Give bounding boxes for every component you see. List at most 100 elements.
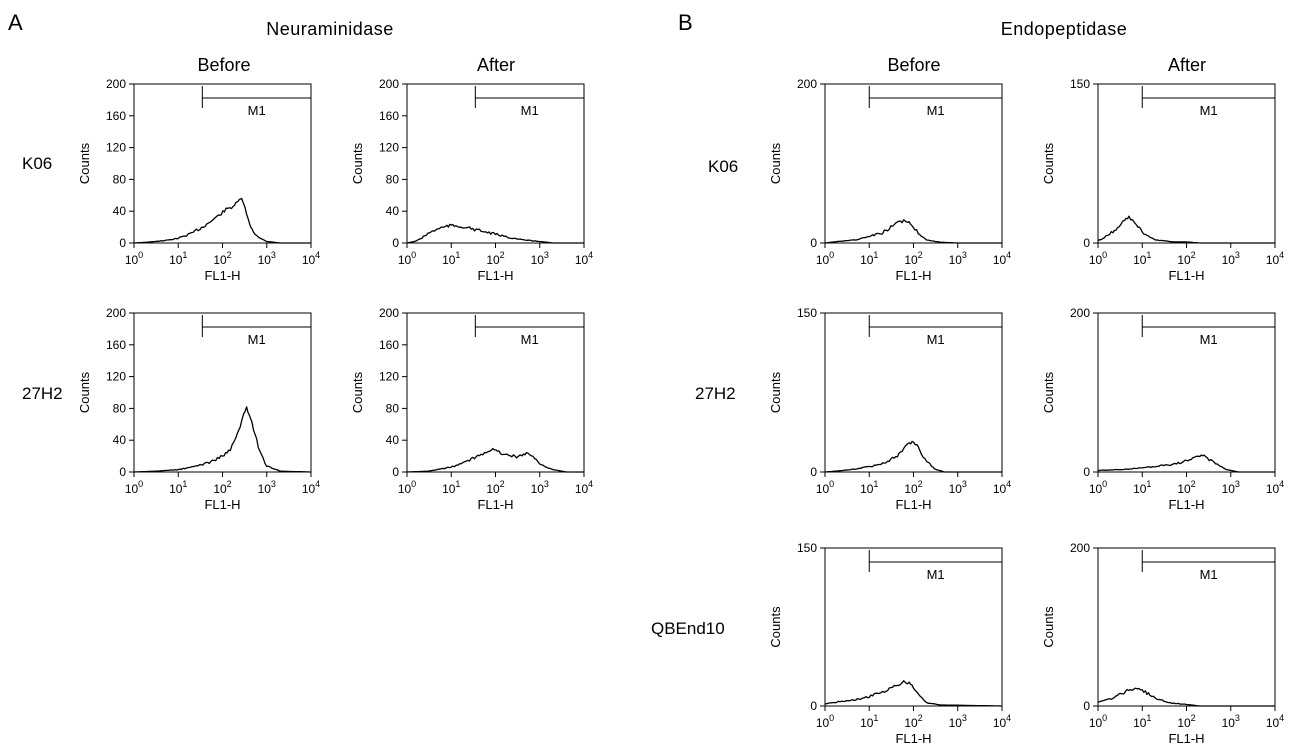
y-axis-label: Counts xyxy=(768,606,783,648)
y-tick-label: 200 xyxy=(1070,306,1090,320)
histogram-line xyxy=(1097,687,1275,707)
y-tick-label: 120 xyxy=(106,141,126,155)
plot-frame xyxy=(406,83,585,244)
y-tick-label: 40 xyxy=(113,204,127,218)
y-tick-label: 0 xyxy=(810,699,817,713)
panel-b-letter: B xyxy=(678,10,693,35)
x-tick-label: 102 xyxy=(486,250,504,267)
panel-b-row-qbend10: QBEnd10 xyxy=(651,619,725,638)
histogram-grid: 0 40 80 120 160 200 100 101 102 103 104 FL1-H Counts… xyxy=(77,77,1284,746)
y-tick-label: 200 xyxy=(379,306,399,320)
x-axis-label: FL1-H xyxy=(477,497,513,512)
y-tick-label: 150 xyxy=(797,541,817,555)
plot-frame xyxy=(133,312,312,473)
y-tick-label: 150 xyxy=(1070,77,1090,91)
plot-frame xyxy=(824,312,1003,473)
x-tick-label: 102 xyxy=(904,250,922,267)
plot-frame xyxy=(1097,547,1276,707)
panel-b-row-27h2: 27H2 xyxy=(695,384,736,403)
gate-label: M1 xyxy=(521,332,539,347)
x-axis-label: FL1-H xyxy=(895,497,931,512)
x-tick-label: 103 xyxy=(1222,713,1240,730)
chart-a-27h2-after: 0 40 80 120 160 200 100 101 102 103 104 FL1-H Counts… xyxy=(350,306,593,512)
x-axis-label: FL1-H xyxy=(477,268,513,283)
gate-label: M1 xyxy=(1200,103,1218,118)
panel-a-col-before: Before xyxy=(197,55,250,75)
panel-a-col-after: After xyxy=(477,55,515,75)
gate-label: M1 xyxy=(248,332,266,347)
histogram-line xyxy=(406,223,584,244)
panel-b-col-before: Before xyxy=(887,55,940,75)
x-tick-label: 101 xyxy=(860,250,878,267)
x-axis-label: FL1-H xyxy=(895,268,931,283)
x-tick-label: 103 xyxy=(531,479,549,496)
x-tick-label: 104 xyxy=(302,250,320,267)
panel-a-letter: A xyxy=(8,10,23,35)
plot-frame xyxy=(824,547,1003,707)
chart-a-27h2-before: 0 40 80 120 160 200 100 101 102 103 104 FL1-H Counts… xyxy=(77,306,320,512)
x-tick-label: 102 xyxy=(213,479,231,496)
x-tick-label: 102 xyxy=(1177,479,1195,496)
y-axis-label: Counts xyxy=(1041,606,1056,648)
y-axis-label: Counts xyxy=(350,142,365,184)
x-tick-label: 102 xyxy=(1177,250,1195,267)
x-tick-label: 100 xyxy=(398,250,416,267)
x-tick-label: 101 xyxy=(442,250,460,267)
x-axis-label: FL1-H xyxy=(204,497,240,512)
y-tick-label: 80 xyxy=(113,172,127,186)
plot-frame xyxy=(824,83,1003,244)
x-axis-label: FL1-H xyxy=(1168,497,1204,512)
panel-b-row-k06: K06 xyxy=(708,157,738,176)
x-tick-label: 100 xyxy=(1089,479,1107,496)
gate-marker xyxy=(1141,550,1275,572)
x-tick-label: 104 xyxy=(575,479,593,496)
x-tick-label: 102 xyxy=(213,250,231,267)
x-tick-label: 100 xyxy=(398,479,416,496)
y-tick-label: 0 xyxy=(392,465,399,479)
x-tick-label: 103 xyxy=(531,250,549,267)
gate-marker xyxy=(201,86,311,108)
y-tick-label: 0 xyxy=(1083,699,1090,713)
x-tick-label: 100 xyxy=(1089,713,1107,730)
gate-marker xyxy=(201,315,311,337)
histogram-line xyxy=(824,219,1002,244)
histogram-line xyxy=(1097,215,1275,244)
x-tick-label: 101 xyxy=(1133,479,1151,496)
chart-b-qbend10-before: 0 150 100 101 102 103 104 FL1-H Counts M1 xyxy=(768,541,1011,746)
y-tick-label: 0 xyxy=(119,236,126,250)
x-axis-label: FL1-H xyxy=(895,731,931,746)
y-tick-label: 200 xyxy=(106,306,126,320)
x-tick-label: 103 xyxy=(1222,250,1240,267)
y-tick-label: 200 xyxy=(1070,541,1090,555)
chart-b-qbend10-after: 0 200 100 101 102 103 104 FL1-H Counts M1 xyxy=(1041,541,1284,746)
x-tick-label: 100 xyxy=(1089,250,1107,267)
gate-label: M1 xyxy=(248,103,266,118)
y-axis-label: Counts xyxy=(350,371,365,413)
histogram-line xyxy=(406,447,584,473)
x-axis-label: FL1-H xyxy=(204,268,240,283)
gate-marker xyxy=(1141,86,1275,108)
x-tick-label: 102 xyxy=(486,479,504,496)
x-tick-label: 100 xyxy=(816,713,834,730)
gate-marker xyxy=(1141,315,1275,337)
y-tick-label: 160 xyxy=(379,338,399,352)
y-tick-label: 40 xyxy=(113,433,127,447)
panel-a-row-27h2: 27H2 xyxy=(22,384,63,403)
x-axis-label: FL1-H xyxy=(1168,731,1204,746)
x-tick-label: 100 xyxy=(125,479,143,496)
x-tick-label: 103 xyxy=(1222,479,1240,496)
x-tick-label: 104 xyxy=(1266,250,1284,267)
plot-frame xyxy=(133,83,312,244)
x-tick-label: 104 xyxy=(993,713,1011,730)
chart-b-k06-after: 0 150 100 101 102 103 104 FL1-H Counts M1 xyxy=(1041,77,1284,283)
histogram-line xyxy=(133,197,311,244)
y-axis-label: Counts xyxy=(1041,371,1056,413)
x-tick-label: 103 xyxy=(949,479,967,496)
plot-frame xyxy=(406,312,585,473)
x-tick-label: 101 xyxy=(1133,713,1151,730)
gate-marker xyxy=(868,315,1002,337)
histogram-line xyxy=(824,440,1002,473)
y-tick-label: 40 xyxy=(386,433,400,447)
y-tick-label: 120 xyxy=(379,141,399,155)
